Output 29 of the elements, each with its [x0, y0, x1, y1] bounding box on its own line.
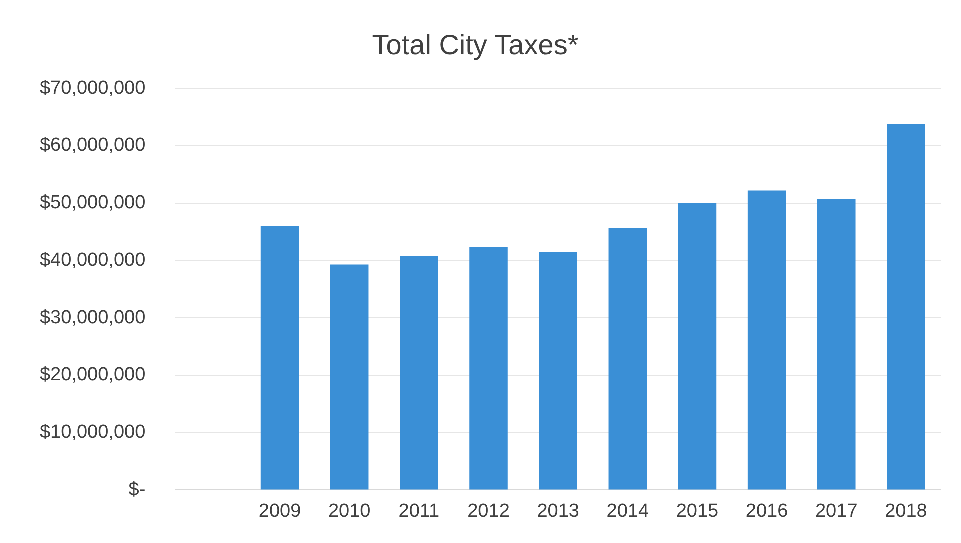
x-tick-label: 2012 — [468, 500, 510, 522]
chart-title: Total City Taxes* — [372, 30, 579, 61]
x-tick-label: 2015 — [676, 500, 719, 522]
bar — [678, 203, 717, 490]
y-tick-label: $20,000,000 — [40, 364, 146, 386]
bar — [330, 264, 369, 490]
y-tick-label: $30,000,000 — [40, 307, 146, 328]
x-tick-label: 2018 — [885, 500, 928, 522]
x-tick-label: 2013 — [537, 500, 580, 522]
y-tick-label: $50,000,000 — [40, 192, 146, 214]
bar — [748, 190, 786, 490]
bar — [260, 226, 300, 490]
x-tick-label: 2017 — [815, 500, 858, 522]
y-tick-label: $60,000,000 — [40, 135, 146, 156]
x-tick-label: 2010 — [328, 500, 371, 522]
x-tick-label: 2011 — [398, 500, 440, 522]
y-tick-label: $- — [128, 479, 146, 500]
y-tick-label: $10,000,000 — [40, 422, 146, 444]
y-tick-label: $70,000,000 — [40, 78, 146, 99]
bar — [608, 228, 648, 490]
bar — [470, 248, 508, 490]
bar — [887, 124, 926, 490]
x-tick-label: 2009 — [258, 500, 302, 522]
y-tick-label: $40,000,000 — [40, 250, 146, 271]
x-tick-label: 2014 — [606, 500, 650, 522]
x-tick-label: 2016 — [746, 500, 788, 522]
bar — [539, 252, 578, 490]
bar — [400, 256, 438, 490]
bar — [818, 199, 856, 490]
